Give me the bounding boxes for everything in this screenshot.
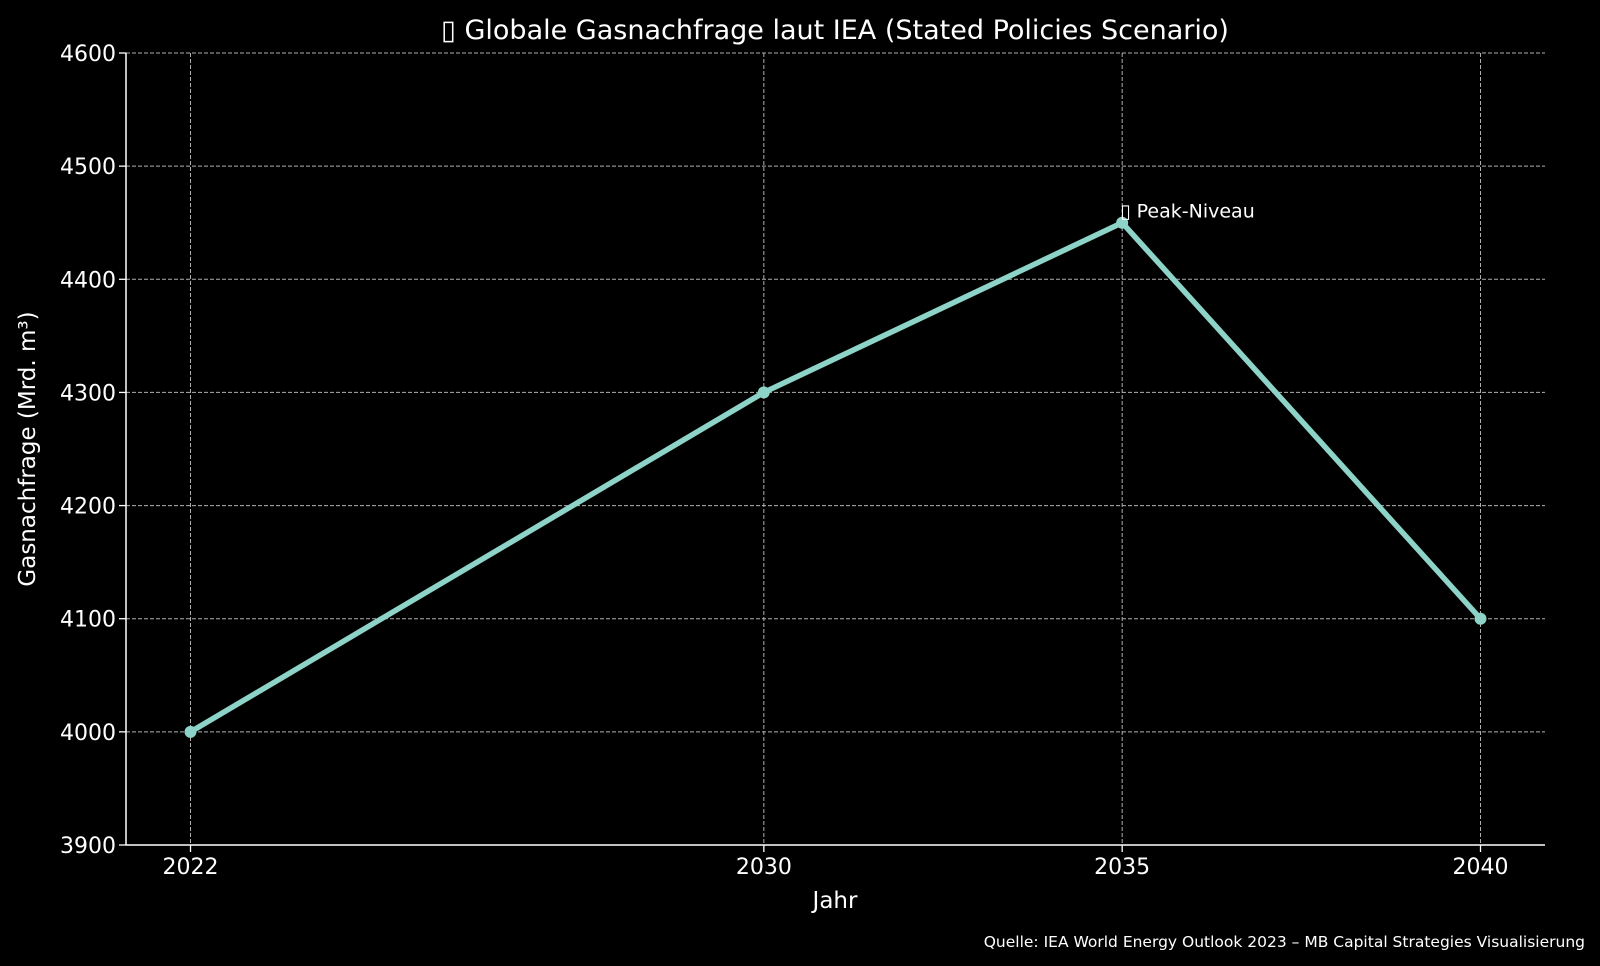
y-axis-label: Gasnachfrage (Mrd. m³) (15, 311, 41, 586)
y-tick-label: 4500 (60, 155, 116, 180)
data-point (1474, 612, 1487, 625)
data-point (184, 725, 197, 738)
y-tick-label: 3900 (60, 834, 116, 859)
y-tick-label: 4300 (60, 381, 116, 406)
data-point (1116, 216, 1129, 229)
series-line (187, 219, 1484, 735)
y-tick-label: 4100 (60, 608, 116, 633)
y-tick-label: 4400 (60, 268, 116, 293)
y-tick-label: 4200 (60, 495, 116, 520)
data-point (757, 386, 770, 399)
x-axis-label: Jahr (811, 888, 858, 914)
peak-annotation: ▯ Peak-Niveau (1120, 201, 1255, 223)
x-tick-label: 2035 (1094, 855, 1150, 880)
grid (126, 52, 1545, 846)
chart-title: ▯ Globale Gasnachfrage laut IEA (Stated … (441, 15, 1229, 46)
x-tick-label: 2022 (163, 855, 219, 880)
x-tick-label: 2040 (1453, 855, 1509, 880)
source-note: Quelle: IEA World Energy Outlook 2023 – … (984, 933, 1585, 951)
data-series (184, 216, 1487, 738)
axes: 3900 4000 4100 4200 4300 4400 4500 4600 2022 2030… (60, 42, 1545, 880)
x-tick-label: 2030 (736, 855, 792, 880)
y-tick-label: 4600 (60, 42, 116, 67)
y-tick-label: 4000 (60, 721, 116, 746)
